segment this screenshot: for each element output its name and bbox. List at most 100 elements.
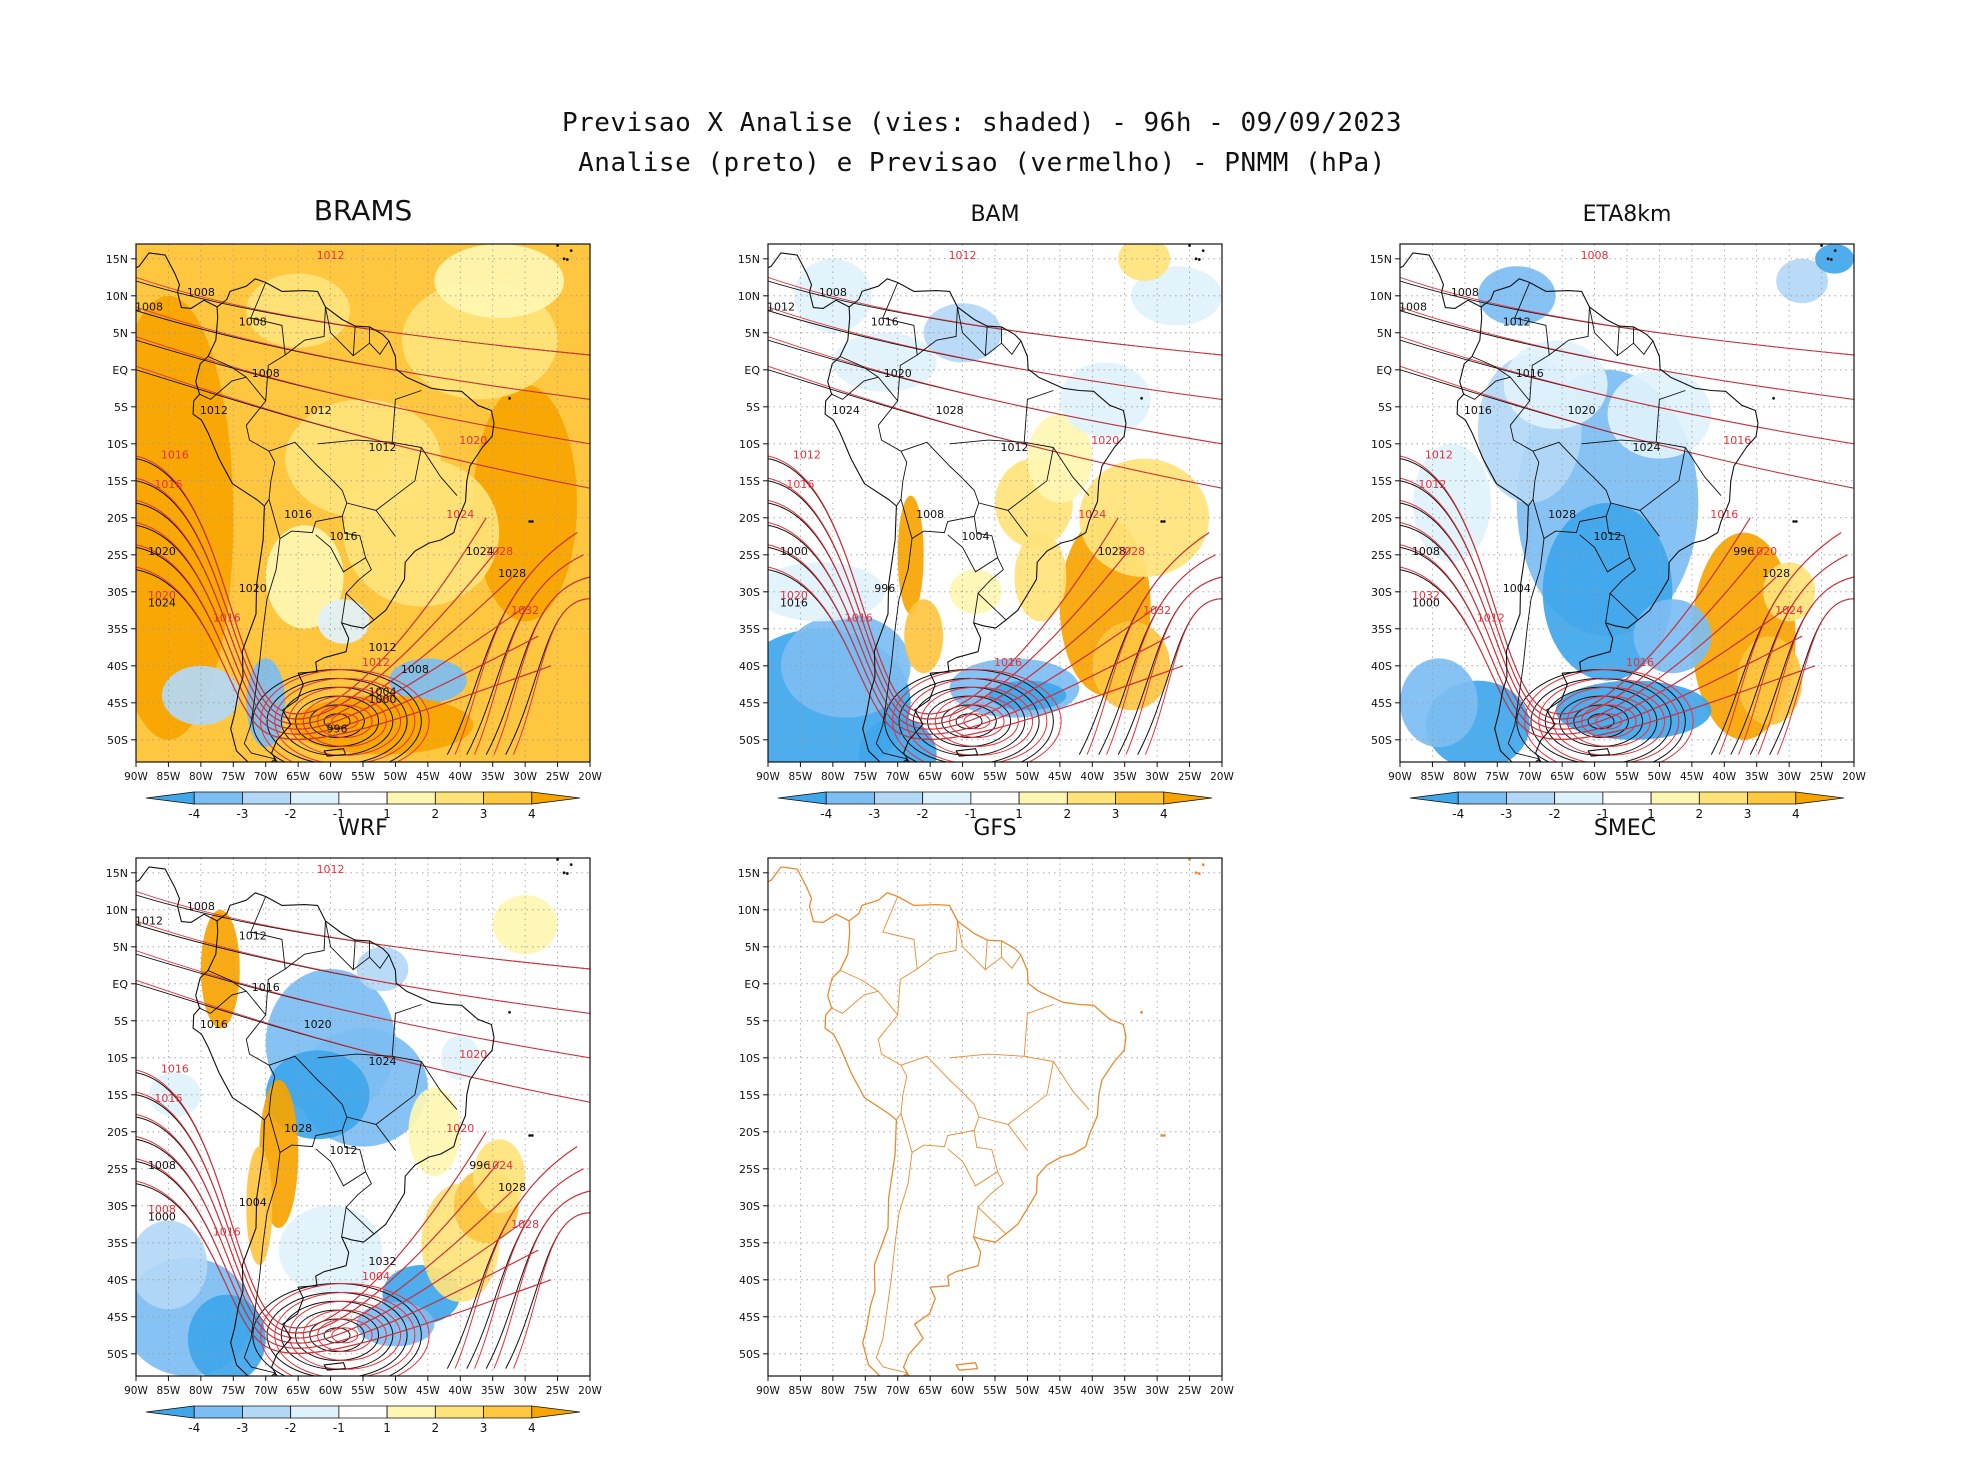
lat-tick-label: 45S [739, 697, 760, 710]
panel-title-smec: SMEC [1593, 816, 1657, 841]
contour-label-analysis: 1012 [304, 404, 332, 417]
bias-patch [278, 1205, 383, 1295]
lat-tick-label: 35S [739, 1237, 760, 1250]
lon-tick-label: 25W [1178, 771, 1202, 783]
contour-label-forecast: 1020 [1749, 545, 1777, 558]
colorbar-swatch [1698, 791, 1748, 805]
lat-tick-label: 10N [1370, 290, 1392, 303]
contour-label-analysis: 1000 [1412, 597, 1440, 610]
lon-tick-label: 40W [1712, 771, 1736, 783]
contour-label-forecast: 1016 [154, 478, 182, 491]
lat-tick-label: 50S [107, 734, 128, 747]
colorbar-swatch [1795, 791, 1845, 805]
country-borders [831, 896, 1090, 1374]
contour-label-analysis: 1008 [1451, 286, 1479, 299]
lon-tick-label: 85W [789, 1385, 813, 1397]
lat-tick-label: 15N [106, 867, 128, 880]
colorbar: -4 -3 -2 -1 1 2 3 4 [145, 1405, 581, 1435]
bias-patch [473, 1139, 526, 1214]
bias-patch [1079, 458, 1210, 577]
coastline [768, 866, 1127, 1376]
contour-label-forecast: 1024 [1775, 604, 1803, 617]
lon-tick-label: 70W [254, 771, 278, 783]
colorbar-label: -3 [868, 807, 880, 821]
coastline [136, 252, 495, 762]
bias-patch [1412, 443, 1491, 563]
colorbar-swatch [242, 791, 292, 805]
colorbar-label: -1 [1597, 807, 1609, 821]
contour-label-analysis: 1012 [135, 915, 163, 928]
lon-tick-label: 30W [513, 1385, 537, 1397]
lat-tick-label: 50S [1371, 734, 1392, 747]
contour-label-analysis: 1012 [330, 1144, 358, 1157]
colorbar-swatch [825, 791, 875, 805]
colorbar-swatch [193, 791, 243, 805]
lat-tick-label: 10N [106, 904, 128, 917]
colorbar-label: 2 [1064, 807, 1072, 821]
lon-tick-label: 55W [351, 771, 375, 783]
contour-label-analysis: 1024 [368, 1055, 396, 1068]
lon-tick-label: 55W [351, 1385, 375, 1397]
lat-tick-label: 20S [739, 1126, 760, 1139]
map-panel-eta: ETA8km 1008 1008 1012 1016 1016 1020 1024 1028 10… [1340, 200, 1884, 858]
lat-tick-label: 40S [107, 660, 128, 673]
lat-tick-label: 5N [113, 941, 128, 954]
colorbar-swatch [1409, 791, 1459, 805]
contour-label-forecast: 1016 [1723, 434, 1751, 447]
colorbar-label: -3 [1500, 807, 1512, 821]
coastline [136, 866, 495, 1376]
lon-tick-label: 55W [983, 1385, 1007, 1397]
lon-tick-label: 45W [1048, 1385, 1072, 1397]
lon-tick-label: 70W [886, 771, 910, 783]
contour-label-forecast: 1012 [1477, 611, 1505, 624]
lon-tick-label: 60W [951, 1385, 975, 1397]
bias-patch [897, 495, 924, 614]
lon-tick-label: 35W [1113, 1385, 1137, 1397]
lon-tick-label: 40W [1080, 1385, 1104, 1397]
lat-tick-label: EQ [112, 978, 128, 991]
lon-tick-label: 20W [1842, 771, 1866, 783]
lon-tick-label: 35W [481, 1385, 505, 1397]
lon-tick-label: 40W [448, 771, 472, 783]
contour-label-analysis: 1008 [148, 1159, 176, 1172]
contour-label-forecast: 1012 [1418, 478, 1446, 491]
lat-tick-label: 10S [739, 438, 760, 451]
lat-tick-label: 50S [739, 734, 760, 747]
lon-tick-label: 40W [448, 1385, 472, 1397]
lon-tick-label: 85W [789, 771, 813, 783]
lon-tick-label: 75W [853, 1385, 877, 1397]
colorbar-swatch [193, 1405, 243, 1419]
contour-label-forecast: 1012 [317, 249, 345, 262]
contour-label-analysis: 1016 [330, 530, 358, 543]
lat-tick-label: 35S [107, 623, 128, 636]
figure-title-line-2: Analise (preto) e Previsao (vermelho) - … [578, 148, 1386, 178]
lat-tick-label: EQ [1376, 364, 1392, 377]
lon-tick-label: 50W [384, 771, 408, 783]
contour-label-forecast: 1016 [154, 1092, 182, 1105]
lon-tick-label: 75W [221, 771, 245, 783]
lon-tick-label: 25W [1810, 771, 1834, 783]
colorbar-swatch [145, 791, 195, 805]
colorbar-label: 4 [528, 807, 536, 821]
coastline [768, 252, 1127, 762]
contour-label-analysis: 1016 [252, 981, 280, 994]
contour-label-analysis: 1024 [1632, 441, 1660, 454]
colorbar-swatch [483, 791, 533, 805]
lon-tick-label: 30W [1145, 1385, 1169, 1397]
lon-tick-label: 85W [157, 1385, 181, 1397]
lon-tick-label: 35W [481, 771, 505, 783]
colorbar-swatch [531, 1405, 581, 1419]
lon-tick-label: 70W [254, 1385, 278, 1397]
lat-tick-label: 40S [739, 660, 760, 673]
bias-shading [136, 858, 590, 1376]
contour-label-analysis: 1016 [284, 508, 312, 521]
contour-label-analysis: 1012 [767, 301, 795, 314]
colorbar-swatch [386, 1405, 436, 1419]
colorbar-label: 3 [480, 807, 488, 821]
colorbar-swatch [483, 1405, 533, 1419]
lon-tick-label: 90W [756, 1385, 780, 1397]
lat-tick-label: 5S [114, 401, 128, 414]
panel-title-wrf: WRF [338, 816, 388, 841]
colorbar-label: -3 [236, 1421, 248, 1435]
country-borders [199, 282, 458, 760]
